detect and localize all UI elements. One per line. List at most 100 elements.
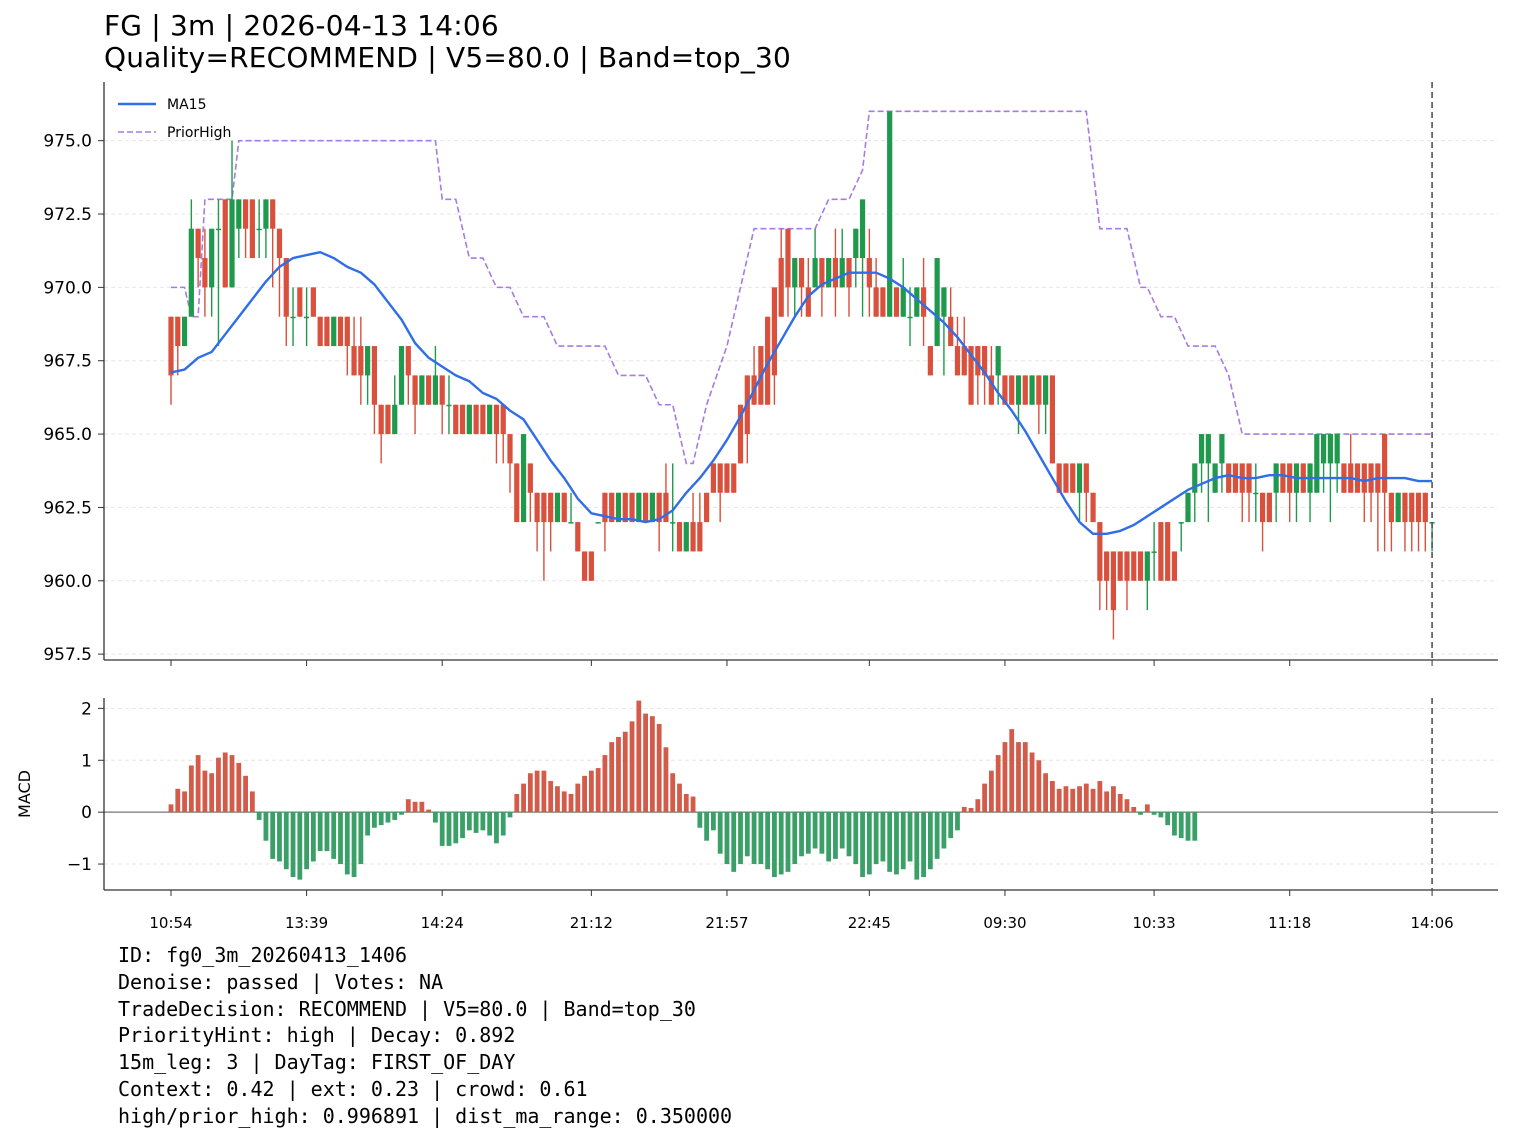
candle-body (1388, 492, 1394, 523)
macd-bar (460, 812, 465, 839)
macd-bar (860, 812, 865, 878)
candle-body (392, 404, 398, 435)
macd-bar (663, 747, 669, 813)
macd-bar (921, 812, 926, 878)
macd-bar (500, 812, 506, 836)
macd-bar (853, 812, 859, 865)
macd-bar (433, 812, 438, 823)
candle-body (480, 404, 486, 435)
candle-body (1090, 492, 1096, 523)
candle-body (365, 346, 371, 376)
candle-body (683, 522, 689, 552)
macd-bar (772, 812, 777, 878)
macd-bar (527, 773, 533, 813)
candle-body (839, 258, 845, 288)
macd-bar (1002, 742, 1008, 813)
macd-bar (711, 812, 716, 831)
candle-body (466, 404, 472, 435)
candle-body (1009, 375, 1015, 405)
candle-body (676, 522, 683, 552)
macd-bar (1090, 788, 1096, 813)
candle-body (514, 463, 520, 523)
macd-bar (649, 716, 655, 813)
candle-body (242, 199, 249, 229)
macd-bar (256, 812, 262, 820)
macd-bar (1172, 812, 1177, 836)
macd-bar (473, 812, 479, 833)
macd-bar (609, 742, 615, 813)
macd-bar (914, 812, 920, 880)
macd-bar (907, 812, 913, 862)
macd-bar (846, 812, 852, 857)
macd-bar (453, 812, 459, 844)
candle-body (663, 492, 669, 523)
candle-body (988, 375, 994, 405)
candle-body (927, 346, 933, 376)
candle-body (975, 346, 981, 376)
candle-body (1043, 375, 1049, 405)
candle-body (771, 287, 778, 376)
title-line-2: Quality=RECOMMEND | V5=80.0 | Band=top_3… (104, 41, 792, 74)
macd-bar (1131, 806, 1137, 813)
macd-bar (317, 812, 323, 852)
macd-bar (1144, 804, 1150, 813)
macd-bar (466, 812, 472, 831)
candle-body (697, 522, 703, 552)
macd-bar (385, 812, 391, 823)
candle-body (229, 199, 235, 288)
macd-bar (690, 796, 696, 813)
macd-bar (677, 783, 682, 813)
candle-body (1171, 551, 1178, 581)
candle-body (568, 522, 574, 524)
price-ytick-label: 972.5 (43, 205, 92, 225)
macd-bar (304, 812, 309, 870)
macd-bar (1070, 788, 1076, 813)
candle-body (832, 258, 839, 288)
macd-bar (778, 812, 784, 875)
candle-body (520, 434, 527, 523)
macd-bar (792, 812, 798, 865)
candle-body (331, 316, 337, 347)
candle-body (358, 346, 364, 376)
candle-body (236, 199, 242, 229)
macd-bar (1124, 799, 1130, 813)
x-tick-label: 14:06 (1410, 914, 1453, 932)
candle-body (175, 316, 181, 347)
info-line: Denoise: passed | Votes: NA (118, 969, 444, 994)
candle-body (1015, 375, 1022, 405)
macd-bar (1083, 783, 1089, 813)
candle-body (859, 199, 866, 259)
candle-body (283, 258, 289, 317)
info-panel: ID: fg0_3m_20260413_1406 Denoise: passed … (118, 942, 732, 1130)
macd-bar (717, 812, 723, 854)
candle-body (1151, 551, 1157, 553)
candle-body (1226, 463, 1232, 493)
candle-body (1002, 375, 1008, 405)
candle-body (1076, 463, 1083, 493)
candle-body (914, 287, 920, 317)
macd-bar (290, 812, 296, 878)
candle-body (324, 316, 330, 347)
price-ytick-label: 957.5 (43, 645, 92, 665)
macd-bar (602, 755, 608, 813)
candle-body (1029, 375, 1035, 405)
macd-bar (548, 781, 554, 813)
info-line: 15m_leg: 3 | DayTag: FIRST_OF_DAY (118, 1050, 516, 1075)
candle-body (276, 228, 283, 259)
candle-body (1063, 463, 1069, 493)
candle-body (602, 492, 608, 523)
macd-bar (182, 791, 187, 813)
candle-body (487, 404, 493, 435)
candle-body (1415, 492, 1422, 523)
candle-body (1422, 492, 1428, 523)
candle-body (656, 492, 662, 523)
macd-bar (568, 794, 574, 813)
macd-bar (636, 700, 642, 813)
macd-bar (439, 812, 445, 846)
candle-body (1036, 375, 1042, 405)
macd-bar (785, 812, 791, 872)
macd-bar (724, 812, 730, 865)
x-tick-label: 10:54 (149, 914, 192, 932)
candle-body (351, 346, 357, 376)
candle-body (649, 492, 655, 523)
